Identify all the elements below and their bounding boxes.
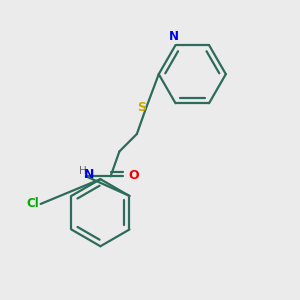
Text: N: N bbox=[84, 168, 94, 181]
Text: N: N bbox=[169, 30, 179, 43]
Text: H: H bbox=[79, 166, 87, 176]
Text: O: O bbox=[128, 169, 139, 182]
Text: Cl: Cl bbox=[26, 196, 39, 210]
Text: S: S bbox=[138, 101, 147, 114]
